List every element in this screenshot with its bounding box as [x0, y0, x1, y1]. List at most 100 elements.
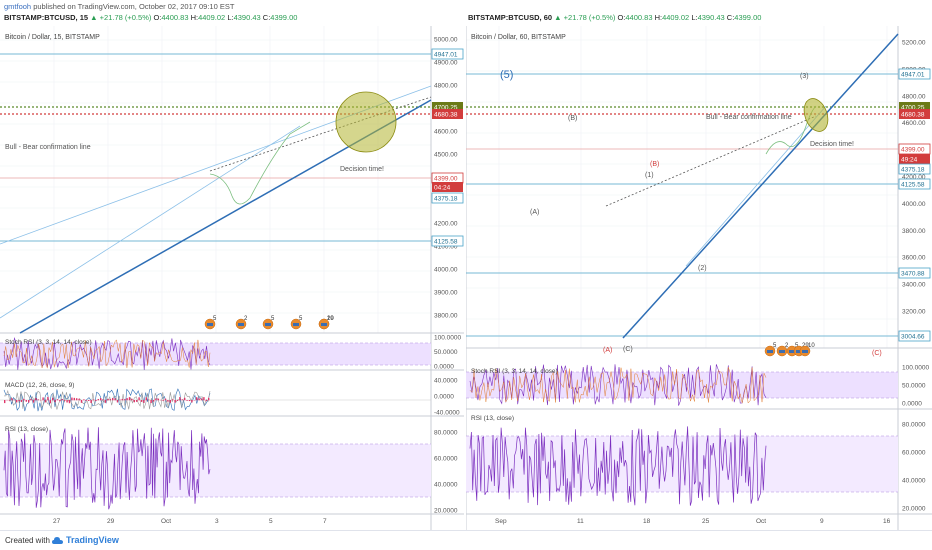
left-macd-tick-label: 40.0000	[434, 378, 458, 385]
left-flag-icon	[293, 323, 299, 326]
left-macd-bar	[162, 400, 164, 401]
left-macd-bar	[61, 398, 63, 401]
left-event-count: 5	[271, 316, 275, 322]
left-event-count: 29	[327, 316, 334, 322]
left-c-value: 4399.00	[270, 13, 298, 22]
decision-ellipse[interactable]	[800, 95, 832, 134]
left-macd-bar	[35, 398, 37, 401]
right-h-label: H:	[654, 13, 663, 22]
left-macd-bar	[25, 400, 27, 402]
left-chart-title: Bitcoin / Dollar, 15, BITSTAMP	[5, 34, 100, 41]
left-price-tick-label: 3900.00	[434, 290, 458, 297]
right-rsi-line	[469, 426, 767, 506]
left-price-tick-label: 4500.00	[434, 152, 458, 159]
right-symbol-line: BITSTAMP:BTCUSD, 60 ▲ +21.78 (+0.5%) O:4…	[468, 13, 761, 22]
projection-path	[209, 121, 311, 205]
right-flag-icon	[779, 350, 785, 353]
up-triangle-icon: ▲	[554, 13, 562, 22]
left-macd-bar	[152, 400, 155, 402]
right-price-badge-text: 4375.18	[901, 167, 925, 174]
tradingview-brand[interactable]: TradingView	[66, 535, 119, 545]
right-flag-icon	[789, 350, 795, 353]
left-macd-bar	[49, 400, 51, 404]
wave-label-A-red: (A)	[603, 347, 612, 354]
right-c-value: 4399.00	[734, 13, 762, 22]
right-price-badge-text: 4680.38	[901, 112, 925, 119]
left-macd-bar	[131, 398, 133, 401]
right-price-badge-text: 4399.00	[901, 147, 925, 154]
right-o-label: O:	[617, 13, 626, 22]
right-grid	[466, 26, 898, 348]
left-macd-bar	[59, 400, 61, 402]
wave-label-C-red: (C)	[872, 350, 882, 357]
right-rsi-axis: 80.0000 60.0000 40.0000 20.0000	[902, 422, 926, 513]
right-stoch-label: Stoch RSI (3, 3, 14, 14, close)	[471, 368, 558, 375]
left-macd-bar	[56, 399, 59, 401]
right-h-value: 4409.02	[662, 13, 690, 22]
right-rsi-tick-label: 60.0000	[902, 450, 926, 457]
left-macd-bar	[169, 400, 171, 403]
right-rsi-tick-label: 40.0000	[902, 478, 926, 485]
left-stoch-signal	[3, 339, 211, 369]
right-time-tick: 9	[820, 518, 824, 525]
left-macd-bar	[205, 400, 207, 402]
left-price-badge	[432, 102, 463, 112]
up-triangle-icon: ▲	[90, 13, 98, 22]
left-macd-bar	[68, 400, 71, 404]
left-rsi-axis: 80.0000 60.0000 40.0000 20.0000	[434, 430, 458, 515]
author-link[interactable]: gmtfooh	[4, 2, 32, 11]
left-stoch-tick-label: 50.0000	[434, 349, 458, 356]
right-price-badge	[899, 109, 930, 119]
left-macd-bar	[95, 400, 97, 402]
left-macd-bar	[16, 400, 18, 403]
left-price-badge-text: 4375.18	[434, 196, 458, 203]
left-macd-bar	[76, 398, 78, 401]
left-macd-bar	[90, 400, 92, 404]
left-flag-icon	[265, 323, 271, 326]
right-price-tick-label: 3400.00	[902, 282, 926, 289]
left-macd-bar	[196, 397, 198, 401]
dotted-resistance-line[interactable]	[209, 96, 432, 172]
left-h-value: 4409.02	[198, 13, 226, 22]
left-macd-bar	[157, 398, 159, 401]
right-bull-bear-label: Bull - Bear confirmation line	[706, 114, 792, 121]
left-macd-bar	[80, 400, 83, 403]
left-macd-bar	[104, 400, 107, 403]
right-rsi-tick-label: 20.0000	[902, 506, 926, 513]
footer: Created with TradingView	[0, 530, 932, 550]
left-macd-bar	[8, 400, 11, 401]
right-price-badge-text: 4947.01	[901, 72, 925, 79]
bull-bear-confirmation-line[interactable]	[622, 33, 899, 339]
channel-line[interactable]	[685, 105, 827, 267]
decision-ellipse[interactable]	[335, 91, 397, 153]
right-stoch-tick-label: 50.0000	[902, 383, 926, 390]
right-price-badge	[898, 178, 931, 190]
left-price-badge	[431, 192, 464, 204]
left-price-badge-text: 4947.01	[434, 52, 458, 59]
left-macd-bar	[203, 397, 205, 401]
left-macd-bar	[143, 400, 145, 403]
left-macd-bar	[148, 399, 150, 401]
left-o-value: 4400.83	[161, 13, 189, 22]
left-event-count: 2	[244, 316, 248, 322]
left-rsi-tick-label: 80.0000	[434, 430, 458, 437]
left-price-axis: 5000.004900.004800.004700.004600.004500.…	[434, 37, 458, 320]
left-macd-tick-label: 0.0000	[434, 394, 454, 401]
left-chart[interactable]: Bitcoin / Dollar, 15, BITSTAMP Bull - Be…	[0, 26, 464, 530]
right-price-tick-label: 4800.00	[902, 93, 926, 100]
right-flag-icon	[767, 350, 773, 353]
right-time-tick: 11	[577, 518, 584, 525]
left-time-tick: 7	[323, 518, 327, 525]
right-c-label: C:	[726, 13, 735, 22]
left-macd-bar	[37, 399, 39, 401]
left-c-label: C:	[262, 13, 271, 22]
right-price-tick-label: 4000.00	[902, 201, 926, 208]
mid-channel-line[interactable]	[0, 125, 301, 319]
wave-label-5: (5)	[500, 69, 513, 81]
right-chart[interactable]: Bitcoin / Dollar, 60, BITSTAMP Bull - Be…	[466, 26, 932, 530]
right-flag-icon	[802, 350, 808, 353]
left-o-label: O:	[153, 13, 162, 22]
left-macd-bar	[42, 397, 44, 401]
